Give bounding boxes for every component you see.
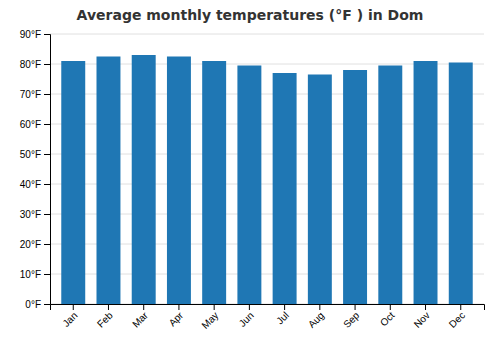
y-tick-label: 40°F: [20, 179, 41, 190]
x-tick-mark: [355, 304, 356, 310]
y-tick-mark: [44, 184, 50, 185]
x-tick: Dec: [447, 304, 467, 330]
x-tick-label: Apr: [167, 309, 186, 328]
y-tick: 90°F: [20, 29, 50, 40]
y-tick: 40°F: [20, 179, 50, 190]
grid: [50, 34, 484, 304]
y-tick-mark: [44, 34, 50, 35]
x-tick-label: Aug: [306, 310, 326, 330]
x-tick: Aug: [306, 304, 326, 330]
x-tick: Sep: [341, 304, 362, 330]
x-axis: Jan Feb Mar Apr May Jun Jul Aug Sep Oct Nov Dec: [51, 304, 485, 331]
y-tick-label: 50°F: [20, 149, 41, 160]
x-tick-label: Sep: [341, 309, 362, 330]
x-tick: Mar: [130, 304, 150, 330]
x-tick: Apr: [167, 304, 186, 328]
x-tick-mark: [108, 304, 109, 310]
y-tick: 80°F: [20, 59, 50, 70]
x-tick: Oct: [378, 304, 397, 328]
x-tick-mark: [249, 304, 250, 310]
y-tick-label: 80°F: [20, 59, 41, 70]
x-tick-mark: [319, 304, 320, 310]
x-tick-label: Nov: [412, 310, 432, 330]
bar: [132, 55, 156, 304]
y-tick-mark: [44, 64, 50, 65]
x-tick-label: Mar: [130, 309, 150, 329]
y-tick-label: 20°F: [20, 239, 41, 250]
x-tick: Jul: [274, 304, 291, 326]
y-tick-label: 0°F: [25, 299, 41, 310]
x-tick-label: Jan: [60, 310, 79, 329]
bar: [97, 57, 121, 305]
y-tick-label: 70°F: [20, 89, 41, 100]
bar: [378, 66, 402, 305]
bar: [273, 73, 297, 304]
y-tick-label: 30°F: [20, 209, 41, 220]
bar: [414, 61, 438, 304]
title: Average monthly temperatures (°F ) in Do…: [77, 7, 424, 23]
x-tick-mark: [284, 304, 285, 310]
x-tick-label: Oct: [378, 310, 397, 329]
bars: [61, 55, 472, 304]
y-tick-mark: [44, 304, 50, 305]
x-tick-mark: [425, 304, 426, 310]
y-tick: 60°F: [20, 119, 50, 130]
bar: [202, 61, 226, 304]
y-axis: 0°F 10°F 20°F 30°F 40°F 50°F 60°F 70°F 80°F 90°F: [20, 29, 51, 310]
x-tick-mark: [390, 304, 391, 310]
y-tick-mark: [44, 94, 50, 95]
x-tick-label: Dec: [447, 310, 467, 330]
x-tick-label: Feb: [95, 309, 115, 329]
x-axis-line: [51, 305, 485, 311]
y-tick: 10°F: [20, 269, 50, 280]
y-tick-mark: [44, 244, 50, 245]
bar: [237, 66, 261, 305]
chart: Jan Feb Mar Apr May Jun Jul Aug Sep Oct Nov Dec 0°F 1…: [0, 0, 500, 350]
bar: [167, 57, 191, 305]
y-tick-mark: [44, 154, 50, 155]
x-tick: Feb: [95, 304, 115, 330]
plot: Jan Feb Mar Apr May Jun Jul Aug Sep Oct Nov Dec 0°F 1…: [20, 29, 485, 331]
y-tick: 0°F: [25, 299, 50, 310]
grid-line: [50, 34, 484, 35]
x-tick-mark: [143, 304, 144, 310]
y-tick-label: 60°F: [20, 119, 41, 130]
bar: [308, 75, 332, 305]
x-tick-mark: [178, 304, 179, 310]
y-tick-label: 90°F: [20, 29, 41, 40]
y-tick-mark: [44, 214, 50, 215]
bar: [449, 63, 473, 305]
x-tick-mark: [214, 304, 215, 310]
x-tick: Jan: [60, 304, 79, 329]
y-tick: 30°F: [20, 209, 50, 220]
bar: [61, 61, 85, 304]
y-tick: 70°F: [20, 89, 50, 100]
y-tick-mark: [44, 274, 50, 275]
x-tick-label: May: [199, 310, 220, 331]
x-tick-mark: [73, 304, 74, 310]
x-tick-label: Jun: [237, 310, 256, 329]
x-tick-label: Jul: [274, 310, 291, 327]
y-axis-line: [44, 35, 51, 305]
x-tick: May: [199, 304, 220, 331]
x-tick: Nov: [412, 304, 432, 330]
y-tick-label: 10°F: [20, 269, 41, 280]
x-tick: Jun: [237, 304, 256, 329]
y-tick: 20°F: [20, 239, 50, 250]
y-tick: 50°F: [20, 149, 50, 160]
y-tick-mark: [44, 124, 50, 125]
bar: [343, 70, 367, 304]
x-tick-mark: [460, 304, 461, 310]
